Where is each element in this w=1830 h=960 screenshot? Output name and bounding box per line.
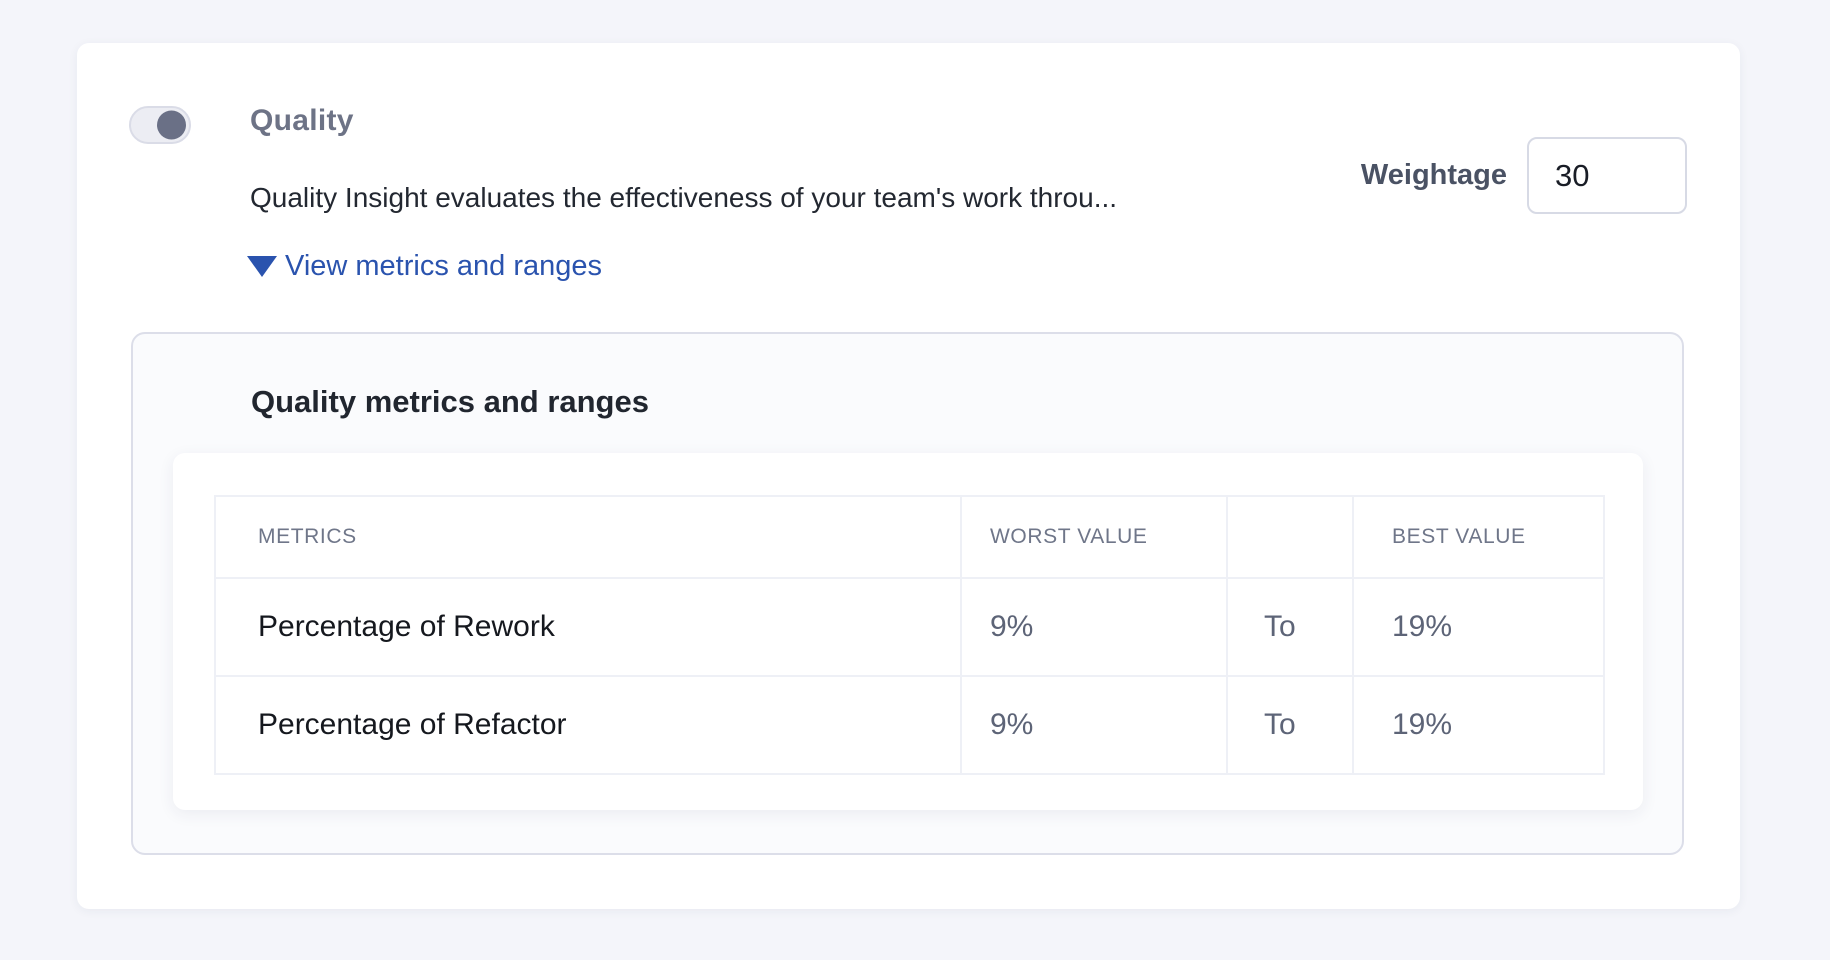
table-row: Percentage of Rework 9% To 19% (214, 577, 1605, 677)
metrics-ranges-panel: Quality metrics and ranges METRICS WORST… (131, 332, 1684, 855)
column-header-metrics: METRICS (214, 495, 962, 579)
quality-toggle[interactable] (129, 106, 191, 144)
table-header-row: METRICS WORST VALUE BEST VALUE (214, 495, 1605, 579)
view-metrics-link[interactable]: View metrics and ranges (247, 250, 602, 283)
best-value-cell: 19% (1352, 577, 1605, 677)
weightage-row: Weightage (1361, 137, 1687, 214)
worst-value-cell: 9% (960, 577, 1228, 677)
worst-value-cell: 9% (960, 675, 1228, 775)
toggle-knob-icon (157, 110, 186, 140)
quality-insight-card: Quality Quality Insight evaluates the ef… (77, 43, 1740, 909)
metrics-table-card: METRICS WORST VALUE BEST VALUE Percentag… (173, 453, 1643, 810)
column-header-best-value: BEST VALUE (1352, 495, 1605, 579)
triangle-down-icon (247, 256, 277, 277)
weightage-label: Weightage (1360, 159, 1507, 191)
panel-heading: Quality metrics and ranges (251, 384, 649, 419)
range-separator-cell: To (1226, 577, 1354, 677)
range-separator-cell: To (1226, 675, 1354, 775)
best-value-cell: 19% (1352, 675, 1605, 775)
table-row: Percentage of Refactor 9% To 19% (214, 675, 1605, 775)
metrics-table: METRICS WORST VALUE BEST VALUE Percentag… (214, 495, 1605, 775)
view-metrics-link-label: View metrics and ranges (285, 250, 603, 282)
metric-name-cell: Percentage of Refactor (214, 675, 962, 775)
column-header-worst-value: WORST VALUE (960, 495, 1228, 579)
weightage-input[interactable] (1527, 137, 1687, 214)
quality-title: Quality (250, 104, 354, 137)
metric-name-cell: Percentage of Rework (214, 577, 962, 677)
quality-description: Quality Insight evaluates the effectiven… (250, 182, 1118, 213)
column-header-empty (1226, 495, 1354, 579)
